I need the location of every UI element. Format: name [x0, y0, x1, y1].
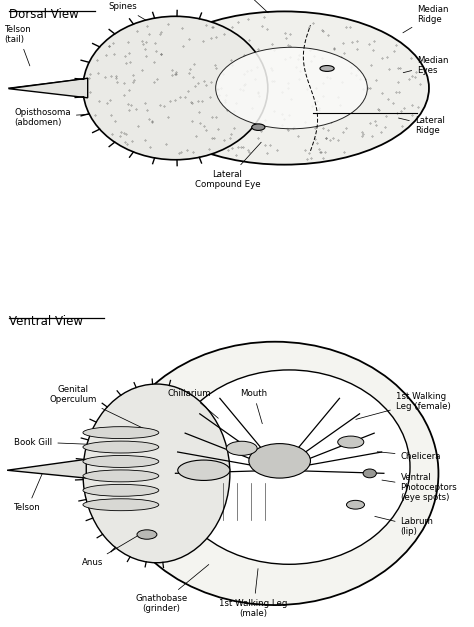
- Text: Ventral View: Ventral View: [9, 315, 83, 328]
- Text: Genital
Operculum: Genital Operculum: [50, 385, 156, 435]
- Text: Median
Eyes: Median Eyes: [403, 56, 448, 75]
- Ellipse shape: [111, 342, 438, 605]
- Ellipse shape: [83, 426, 159, 439]
- Ellipse shape: [83, 499, 159, 510]
- Ellipse shape: [178, 460, 230, 480]
- Ellipse shape: [83, 441, 159, 453]
- Ellipse shape: [168, 370, 410, 564]
- Ellipse shape: [83, 484, 159, 497]
- Text: Lateral
Compound Eye: Lateral Compound Eye: [195, 142, 261, 189]
- Text: Median
Ridge: Median Ridge: [403, 5, 448, 33]
- Text: Labrum
(lip): Labrum (lip): [375, 517, 433, 536]
- Ellipse shape: [83, 384, 230, 563]
- Ellipse shape: [83, 455, 159, 468]
- Ellipse shape: [137, 530, 157, 539]
- Text: 1st Walking
Leg (female): 1st Walking Leg (female): [356, 392, 451, 419]
- Text: Chelicera: Chelicera: [377, 451, 441, 461]
- Ellipse shape: [337, 436, 364, 448]
- Text: Chiliarium: Chiliarium: [168, 389, 219, 418]
- Ellipse shape: [363, 469, 376, 478]
- Polygon shape: [9, 78, 88, 98]
- Text: Prosoma or Cephalothorax
(carapace): Prosoma or Cephalothorax (carapace): [180, 0, 294, 13]
- Text: Spines: Spines: [109, 3, 156, 26]
- Ellipse shape: [216, 47, 367, 129]
- Text: Anus: Anus: [82, 536, 137, 567]
- Text: Gnathobase
(grinder): Gnathobase (grinder): [135, 564, 209, 613]
- Ellipse shape: [227, 441, 257, 455]
- Text: Mouth: Mouth: [240, 389, 267, 424]
- Ellipse shape: [83, 16, 268, 160]
- Ellipse shape: [346, 500, 365, 509]
- Polygon shape: [7, 459, 86, 478]
- Ellipse shape: [249, 444, 310, 478]
- Text: Telson: Telson: [14, 470, 44, 512]
- Ellipse shape: [83, 470, 159, 482]
- Text: Ventral
Photoceptors
(eye spots): Ventral Photoceptors (eye spots): [382, 473, 457, 502]
- Ellipse shape: [320, 66, 334, 71]
- Text: Telson
(tail): Telson (tail): [5, 24, 31, 66]
- Ellipse shape: [140, 11, 429, 165]
- Ellipse shape: [252, 124, 265, 130]
- Text: Book Gill: Book Gill: [14, 438, 109, 446]
- Text: Lateral
Ridge: Lateral Ridge: [399, 116, 445, 135]
- Text: Dorsal View: Dorsal View: [9, 8, 79, 21]
- Text: 1st Walking Leg
(male): 1st Walking Leg (male): [219, 569, 288, 618]
- Text: Opisthosoma
(abdomen): Opisthosoma (abdomen): [14, 108, 137, 127]
